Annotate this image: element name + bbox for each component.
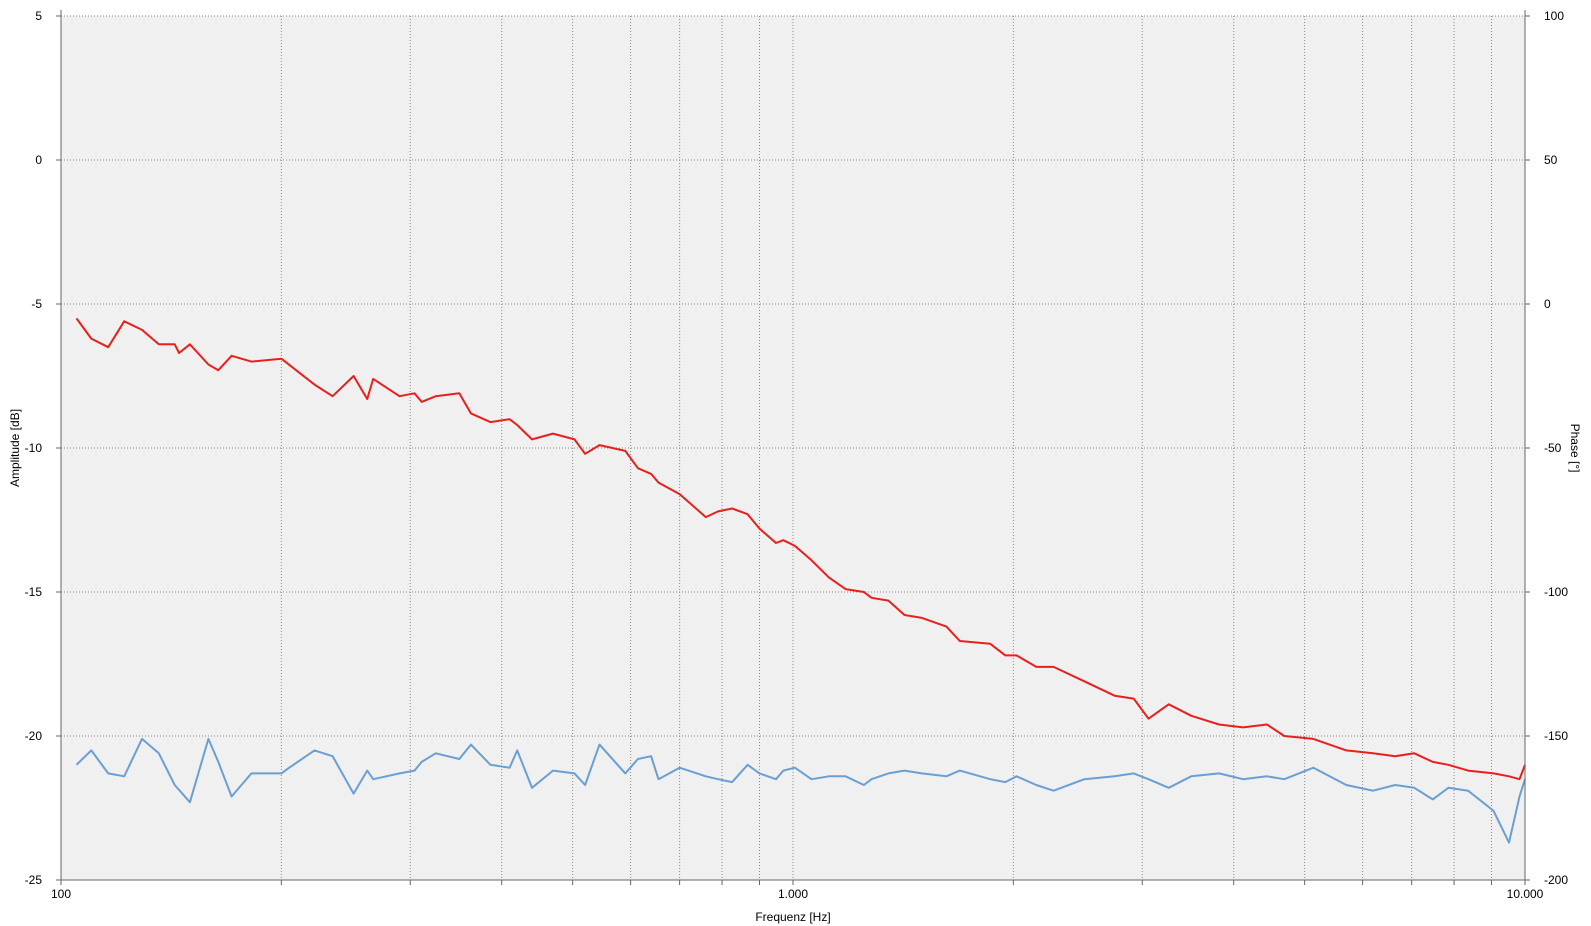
y2-tick-label: -200 (1544, 873, 1568, 887)
amplitude-series-line (75, 317, 1526, 781)
y2-tick-label: -150 (1544, 729, 1568, 743)
y-tick-label: -20 (25, 729, 43, 743)
y-tick-label: -10 (25, 441, 43, 455)
y-tick-label: -15 (25, 585, 43, 599)
y2-tick-label: -50 (1544, 441, 1562, 455)
x-axis-label: Frequenz [Hz] (755, 910, 830, 924)
y2-tick-label: -100 (1544, 585, 1568, 599)
y-tick-label: -5 (31, 297, 42, 311)
y-tick-label: -25 (25, 873, 43, 887)
y2-axis-label: Phase [°] (1568, 424, 1582, 473)
phase-series-line (75, 737, 1526, 844)
x-tick-label: 1.000 (778, 887, 808, 901)
y-tick-label: 5 (35, 9, 42, 23)
y2-tick-label: 0 (1544, 297, 1551, 311)
y2-tick-label: 50 (1544, 153, 1558, 167)
x-tick-label: 100 (51, 887, 71, 901)
y2-tick-label: 100 (1544, 9, 1564, 23)
series-group (75, 317, 1526, 844)
y-tick-label: 0 (35, 153, 42, 167)
axes (56, 10, 1530, 885)
tick-labels: 50-5-10-15-20-25100500-50-100-150-200100… (25, 9, 1569, 901)
x-tick-label: 10.000 (1507, 887, 1544, 901)
y-axis-label: Amplitude [dB] (8, 409, 22, 487)
